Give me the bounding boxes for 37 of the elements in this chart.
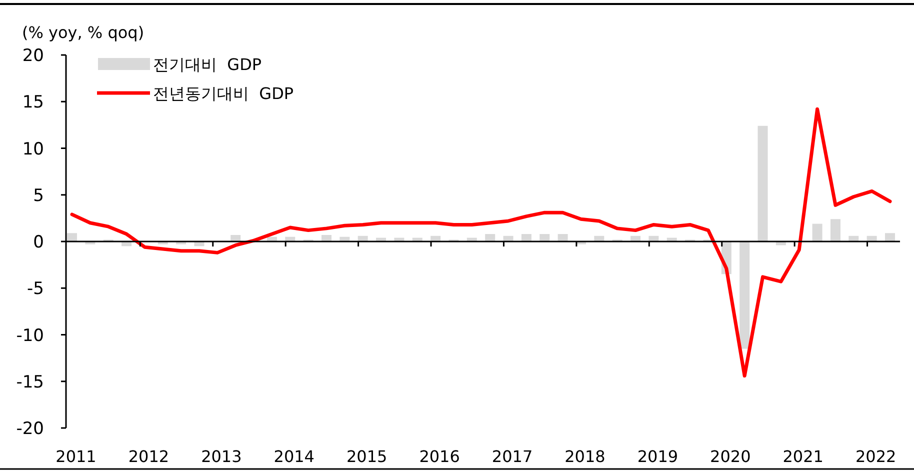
y-tick-label: -5 — [27, 279, 44, 300]
legend-label: 전기대비 GDP — [153, 55, 262, 74]
bar — [830, 219, 840, 242]
x-tick-label: 2013 — [201, 447, 242, 466]
bar — [67, 233, 77, 242]
y-tick-label: 10 — [22, 139, 44, 160]
x-tick-label: 2020 — [710, 447, 751, 466]
x-tick-label: 2021 — [782, 447, 824, 466]
bar — [521, 234, 532, 242]
x-tick-label: 2017 — [492, 447, 533, 466]
bar — [540, 234, 550, 242]
y-tick-label: 20 — [22, 46, 44, 66]
bar — [812, 224, 822, 242]
y-tick-label: 15 — [22, 92, 44, 113]
y-tick-label: -15 — [16, 372, 44, 392]
x-tick-label: 2022 — [855, 447, 896, 466]
line-series — [70, 107, 892, 378]
bar — [230, 234, 241, 242]
x-tick-label: 2012 — [128, 447, 170, 466]
y-tick-label: 5 — [33, 186, 44, 206]
bar — [558, 234, 568, 242]
x-tick-label: 2011 — [56, 447, 96, 466]
bar — [740, 242, 750, 349]
bar — [758, 126, 768, 242]
bar — [321, 234, 332, 242]
bar — [485, 234, 496, 242]
y-tick-label: -10 — [16, 326, 44, 346]
y-axis-title: (% yoy, % qoq) — [22, 23, 144, 42]
bar — [885, 233, 895, 242]
x-tick-label: 2018 — [564, 447, 606, 466]
x-tick-label: 2016 — [419, 447, 460, 466]
x-tick-label: 2015 — [346, 447, 388, 466]
x-tick-label: 2019 — [637, 447, 678, 466]
y-tick-label: 0 — [33, 232, 44, 252]
legend-label: 전년동기대비 GDP — [153, 84, 294, 103]
y-tick-label: -20 — [16, 419, 44, 439]
x-tick-label: 2014 — [274, 447, 314, 466]
